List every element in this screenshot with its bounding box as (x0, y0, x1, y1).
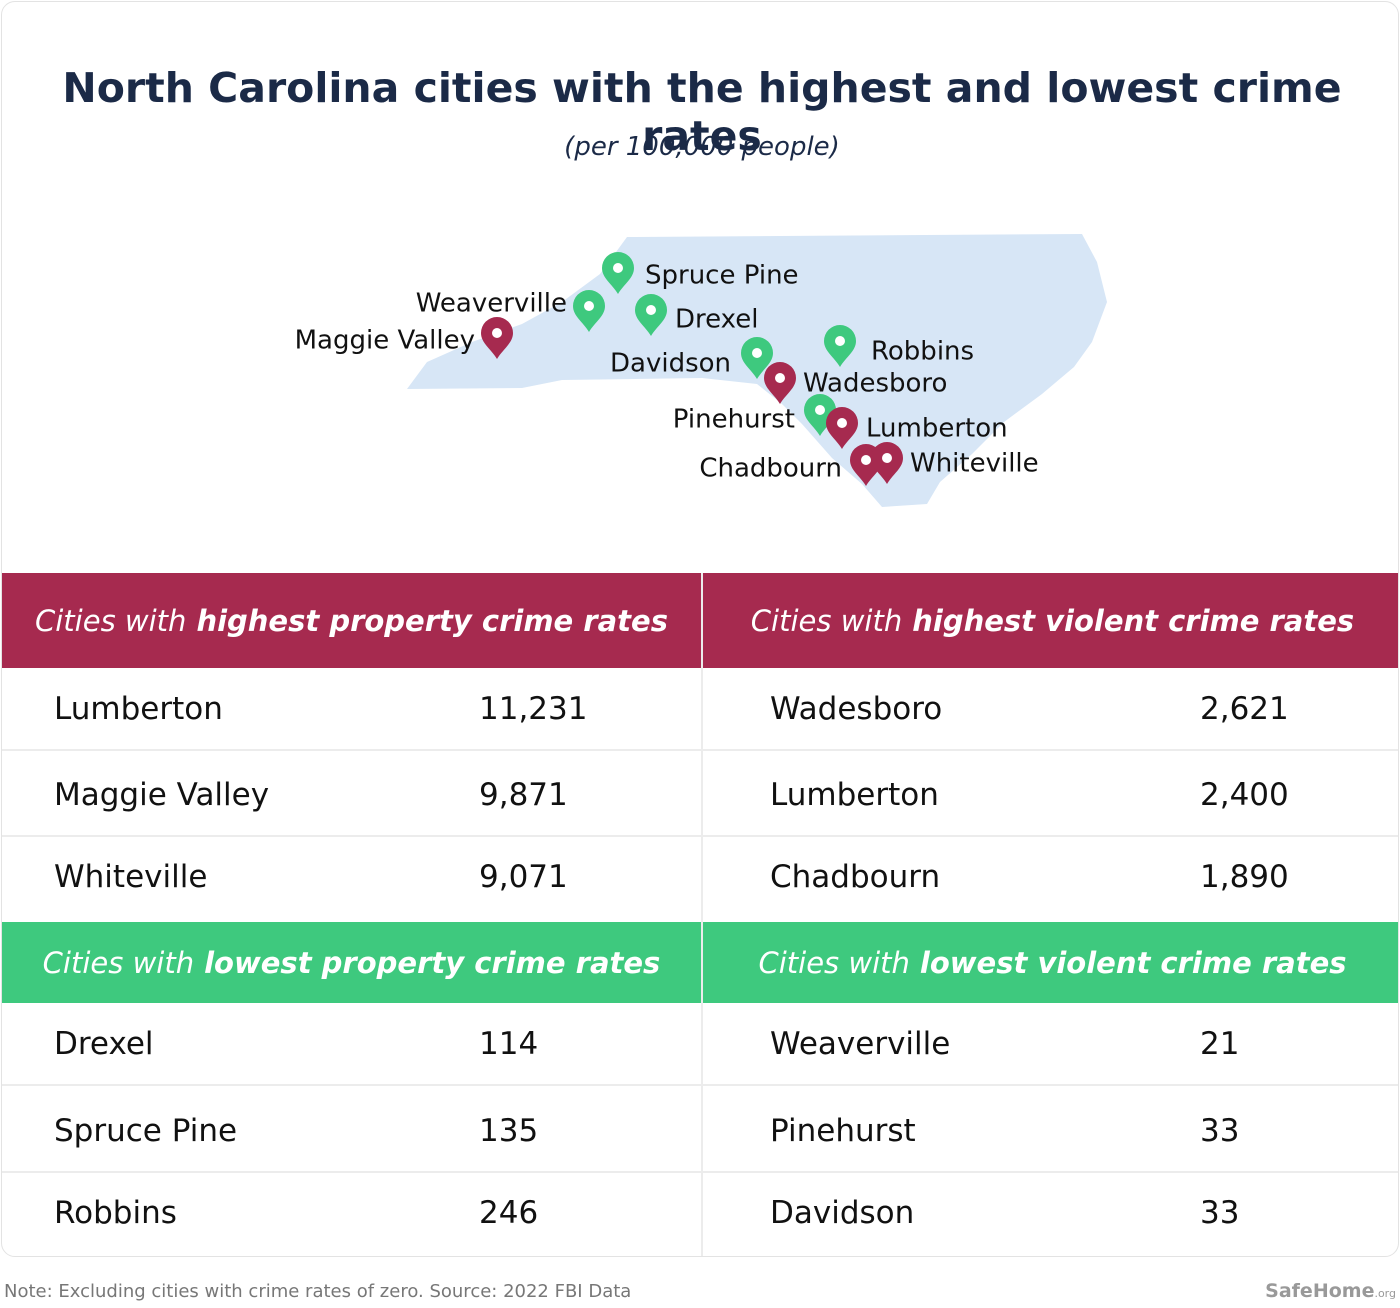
brand-name: SafeHome (1265, 1280, 1375, 1302)
row-divider (703, 749, 1398, 751)
row-divider (703, 1171, 1398, 1173)
pin-label: Pinehurst (673, 405, 795, 435)
pin-dot (861, 455, 871, 465)
city-name: Robbins (54, 1195, 177, 1231)
city-name: Drexel (54, 1026, 154, 1062)
pin-label: Whiteville (910, 449, 1039, 479)
map-pin (871, 442, 903, 484)
city-name: Lumberton (770, 777, 939, 813)
city-name: Davidson (770, 1195, 915, 1231)
pin-dot (815, 405, 825, 415)
city-name: Spruce Pine (54, 1113, 238, 1149)
crime-rate: 1,890 (1200, 859, 1289, 895)
row-divider (703, 835, 1398, 837)
pin-label: Lumberton (866, 414, 1008, 444)
title: North Carolina cities with the highest a… (62, 64, 1342, 160)
crime-rate: 21 (1200, 1026, 1240, 1062)
city-name: Chadbourn (770, 859, 941, 895)
city-name: Wadesboro (770, 691, 943, 727)
table-heading: Cities with lowest violent crime rates (703, 922, 1398, 1003)
pin-label: Spruce Pine (645, 261, 799, 291)
crime-rate: 2,400 (1200, 777, 1289, 813)
row-divider (2, 835, 701, 837)
card: North Carolina cities with the highest a… (1, 1, 1399, 1257)
map-pin (635, 294, 667, 336)
crime-rate: 2,621 (1200, 691, 1289, 727)
subtitle: (per 100,000 people) (564, 132, 840, 162)
city-name: Pinehurst (770, 1113, 916, 1149)
crime-rate: 114 (479, 1026, 539, 1062)
pin-dot (646, 305, 656, 315)
city-name: Whiteville (54, 859, 208, 895)
map-pin (824, 325, 856, 367)
pin-label: Maggie Valley (295, 326, 475, 356)
map-pin (764, 362, 796, 404)
brand: SafeHome.org (1265, 1280, 1396, 1302)
pin-dot (775, 373, 785, 383)
pin-dot (613, 263, 623, 273)
pin-label: Robbins (871, 337, 974, 367)
table-heading: Cities with lowest property crime rates (2, 922, 701, 1003)
pin-label: Drexel (675, 305, 758, 335)
row-divider (2, 1171, 701, 1173)
crime-rate: 9,071 (479, 859, 568, 895)
heading-emphasis: highest property crime rates (196, 603, 668, 638)
row-divider (2, 1084, 701, 1086)
pin-dot (835, 336, 845, 346)
heading-prefix: Cities with (42, 945, 195, 980)
city-name: Weaverville (770, 1026, 951, 1062)
brand-suffix: .org (1374, 1287, 1396, 1300)
map-pin (741, 337, 773, 379)
heading-emphasis: highest violent crime rates (912, 603, 1355, 638)
heading-prefix: Cities with (35, 603, 187, 638)
pin-label: Davidson (610, 349, 731, 379)
pin-dot (752, 348, 762, 358)
city-name: Maggie Valley (54, 777, 270, 813)
heading-emphasis: lowest violent crime rates (919, 945, 1347, 980)
map-pin (602, 252, 634, 294)
crime-rate: 33 (1200, 1195, 1240, 1231)
pin-label: Chadbourn (699, 454, 842, 484)
map: Spruce Pine Weaverville Drexel Maggie Valle… (295, 234, 1107, 507)
crime-rate: 9,871 (479, 777, 568, 813)
heading-emphasis: lowest property crime rates (204, 945, 661, 980)
heading-prefix: Cities with (758, 945, 910, 980)
pin-label: Weaverville (416, 289, 567, 319)
row-divider (703, 1084, 1398, 1086)
pin-dot (882, 453, 892, 463)
table-heading: Cities with highest violent crime rates (703, 573, 1398, 668)
column-divider (701, 573, 703, 1256)
footer-note: Note: Excluding cities with crime rates … (4, 1281, 632, 1302)
crime-rate: 33 (1200, 1113, 1240, 1149)
row-divider (2, 749, 701, 751)
map-pin (481, 317, 513, 359)
heading-prefix: Cities with (750, 603, 903, 638)
pin-dot (492, 328, 502, 338)
pin-dot (584, 301, 594, 311)
crime-rate: 135 (479, 1113, 539, 1149)
map-pin (826, 407, 858, 449)
city-name: Lumberton (54, 691, 223, 727)
pin-label: Wadesboro (803, 369, 947, 399)
crime-rate: 246 (479, 1195, 539, 1231)
table-heading: Cities with highest property crime rates (2, 573, 701, 668)
crime-rate: 11,231 (479, 691, 588, 727)
map-pin (573, 290, 605, 332)
pin-dot (837, 418, 847, 428)
